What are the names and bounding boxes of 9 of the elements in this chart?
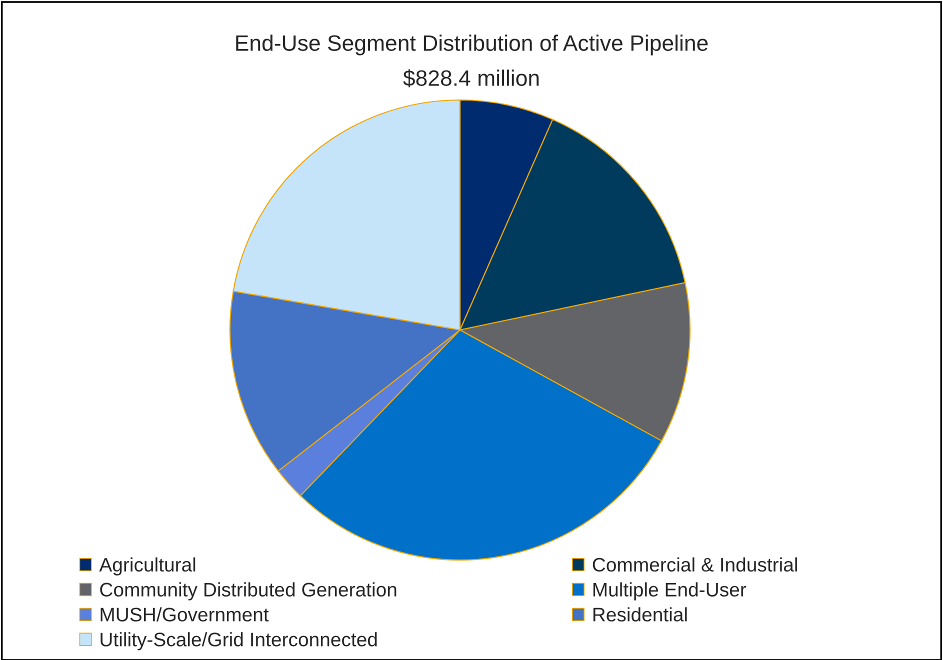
legend-label: MUSH/Government (100, 607, 269, 622)
legend-label: Multiple End-User (593, 582, 746, 600)
legend-label: Commercial & Industrial (592, 557, 797, 572)
legend-label: Agricultural (99, 557, 196, 576)
legend-label: Residential (593, 607, 687, 622)
legend-label: Community Distributed Generation (100, 582, 396, 600)
legend-label: Utility-Scale/Grid Interconnected (100, 632, 377, 650)
chart-title: End-Use Segment Distribution of Active Pipeline (236, 34, 708, 56)
chart-subtitle: $828.4 million (403, 69, 539, 88)
